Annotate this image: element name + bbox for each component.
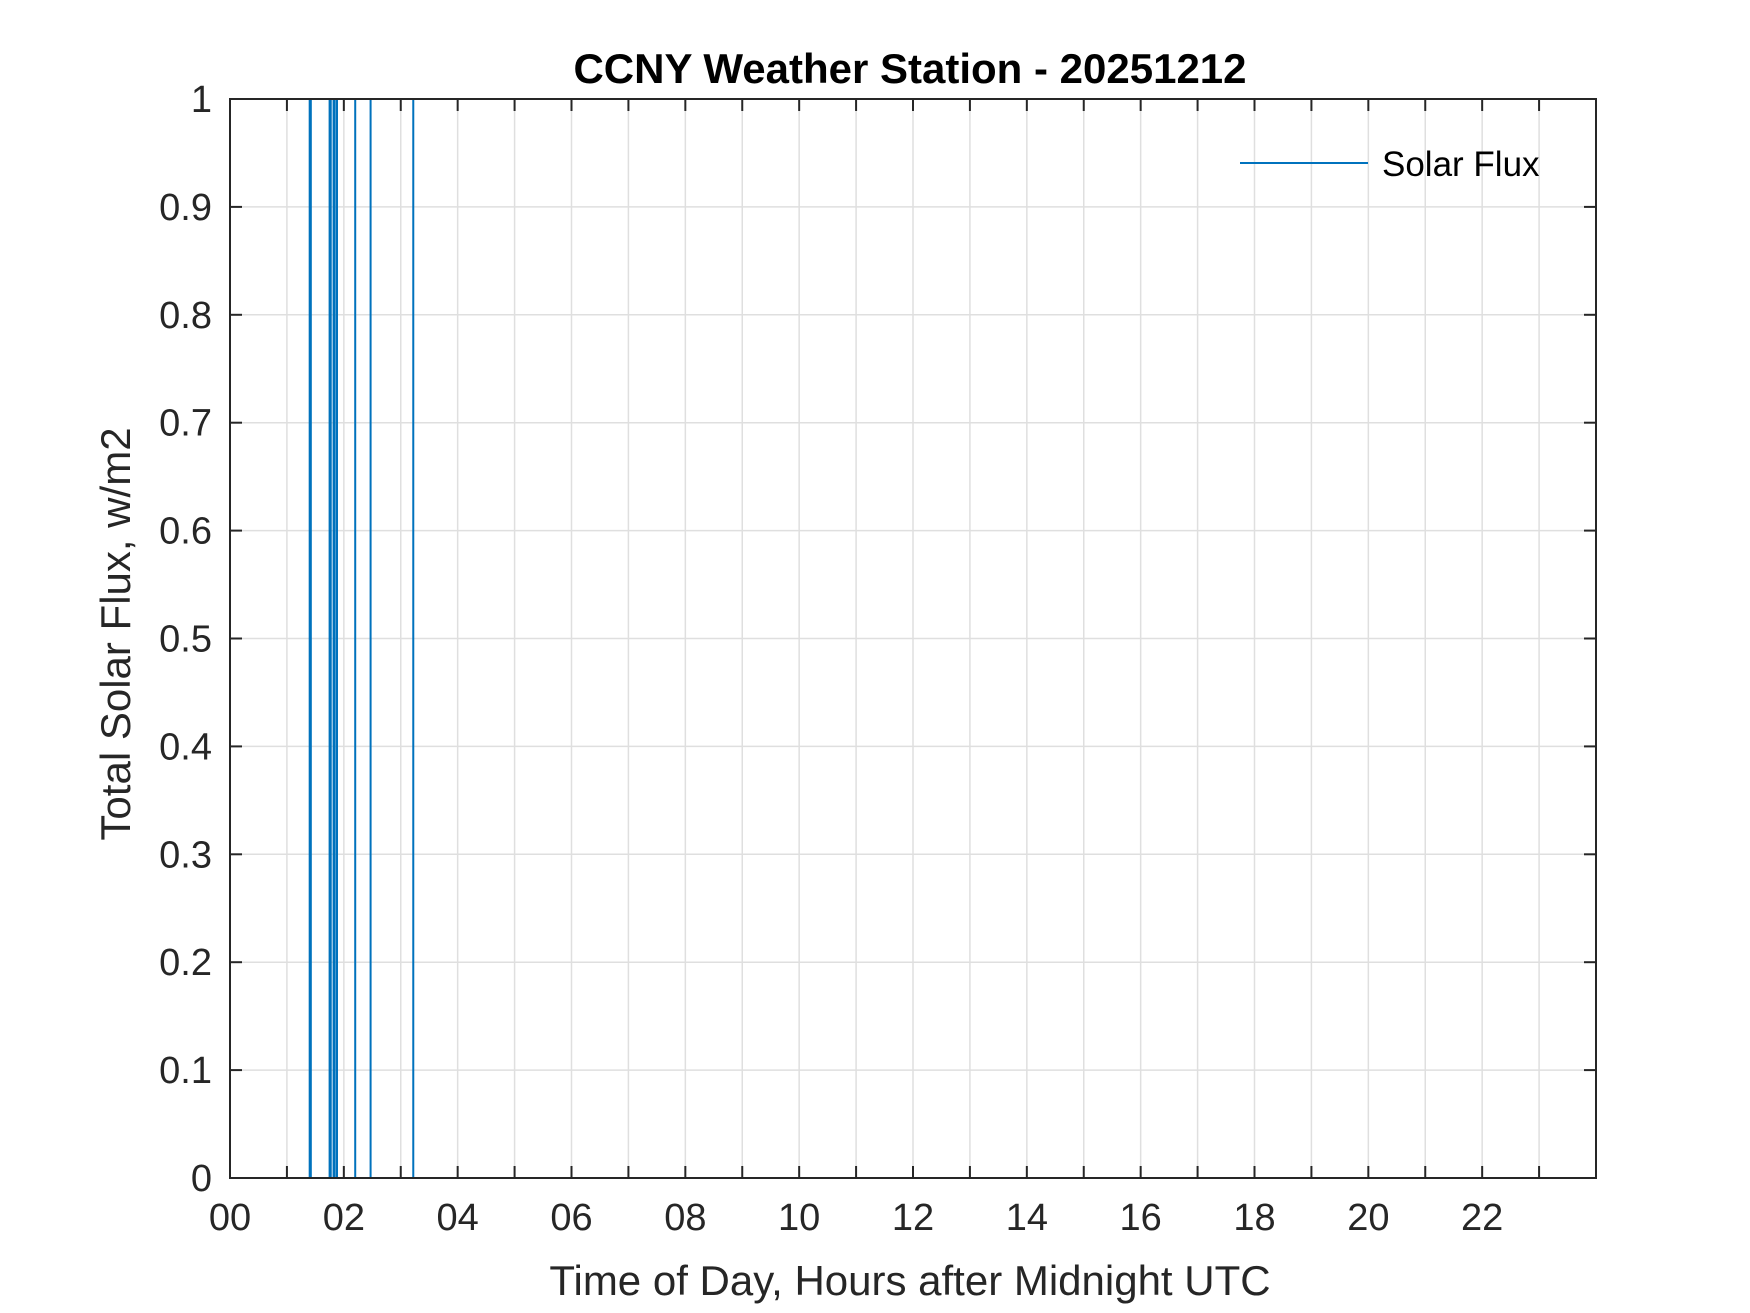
x-tick-label: 14	[1006, 1197, 1048, 1239]
y-tick-label: 0.4	[159, 726, 212, 768]
axes-layer	[229, 98, 1597, 1179]
x-tick-label: 06	[550, 1197, 592, 1239]
x-axis-label: Time of Day, Hours after Midnight UTC	[549, 1257, 1270, 1304]
y-tick-label: 1	[191, 79, 212, 121]
grid-layer	[230, 99, 1596, 1178]
y-tick-label: 0.2	[159, 942, 212, 984]
y-tick-label: 0.8	[159, 295, 212, 337]
y-tick-label: 0	[191, 1158, 212, 1200]
tick-label-layer: 00 02 04 06 08 10 12 14 16 18 20 22 0 0.1 0.2 0.3 0.4 0.5…	[159, 79, 1503, 1239]
y-axis-label: Total Solar Flux, w/m2	[92, 427, 139, 840]
x-tick-label: 00	[209, 1197, 251, 1239]
series-layer	[308, 99, 415, 1178]
x-tick-label: 20	[1347, 1197, 1389, 1239]
x-tick-label: 10	[778, 1197, 820, 1239]
y-tick-label: 0.5	[159, 619, 212, 661]
legend: Solar Flux	[1240, 145, 1540, 184]
x-tick-label: 04	[437, 1197, 479, 1239]
x-tick-label: 16	[1120, 1197, 1162, 1239]
x-tick-label: 18	[1233, 1197, 1275, 1239]
legend-label-solar-flux: Solar Flux	[1382, 145, 1540, 184]
y-tick-label: 0.9	[159, 187, 212, 229]
x-tick-label: 08	[664, 1197, 706, 1239]
chart-title: CCNY Weather Station - 20251212	[573, 45, 1246, 92]
y-tick-label: 0.7	[159, 403, 212, 445]
x-tick-label: 02	[323, 1197, 365, 1239]
y-tick-label: 0.6	[159, 511, 212, 553]
x-tick-label: 12	[892, 1197, 934, 1239]
x-tick-label: 22	[1461, 1197, 1503, 1239]
y-tick-label: 0.3	[159, 834, 212, 876]
y-tick-label: 0.1	[159, 1050, 212, 1092]
